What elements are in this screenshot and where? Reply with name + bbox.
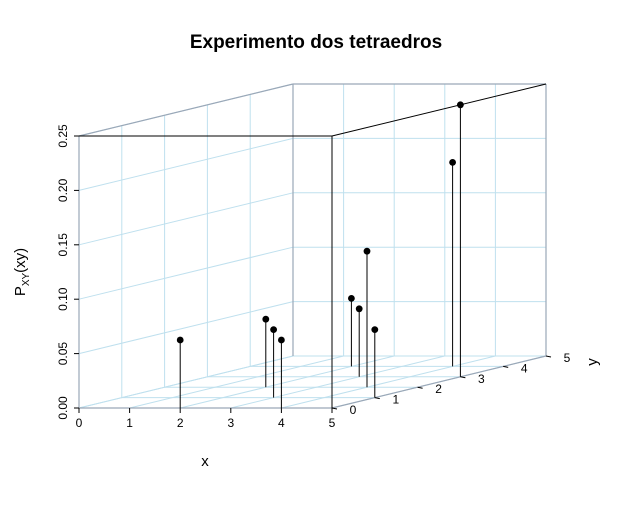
floor-grid-line xyxy=(230,355,445,409)
z-axis-label-rest: (xy) xyxy=(12,248,29,273)
x-tick-label: 5 xyxy=(329,416,336,430)
y-tick-label: 0 xyxy=(350,403,357,417)
z-axis-label-subscript: XY xyxy=(21,272,32,286)
y-tick-mark xyxy=(374,397,380,400)
y-tick-label: 3 xyxy=(478,372,485,386)
data-point xyxy=(270,326,277,333)
data-point xyxy=(348,295,355,302)
x-tick-label: 3 xyxy=(227,416,234,430)
y-tick-mark xyxy=(503,365,509,368)
y-tick-mark xyxy=(331,407,338,410)
floor-grid-line xyxy=(180,355,395,409)
data-point xyxy=(355,305,363,313)
left-wall-grid-line xyxy=(78,301,294,355)
x-tick-label: 2 xyxy=(177,416,184,430)
data-point xyxy=(278,336,285,344)
y-tick-mark xyxy=(417,386,423,389)
y-tick-label: 4 xyxy=(521,361,528,375)
z-tick-label: 0.00 xyxy=(56,396,70,420)
z-tick-label: 0.20 xyxy=(56,178,70,202)
y-tick-mark xyxy=(545,355,552,358)
data-point xyxy=(449,159,456,166)
z-axis-label: PXY(xy) xyxy=(12,248,32,296)
box-edge xyxy=(78,83,294,137)
data-point xyxy=(262,315,270,323)
data-stems xyxy=(179,104,461,408)
left-wall-grid-line xyxy=(78,355,294,409)
left-wall-grid-line xyxy=(78,192,294,246)
plot-box xyxy=(78,83,547,409)
floor-grid-line xyxy=(281,355,496,409)
data-point xyxy=(457,101,464,109)
floor-grid-line xyxy=(129,355,344,409)
z-axis-label-main: P xyxy=(12,286,29,296)
y-tick-mark xyxy=(460,376,466,379)
chart-title: Experimento dos tetraedros xyxy=(190,32,442,53)
y-tick-label: 5 xyxy=(564,351,571,365)
z-tick-label: 0.05 xyxy=(56,342,70,366)
y-axis-ticks: 0 1 2 3 4 5 xyxy=(331,351,571,417)
z-tick-label: 0.25 xyxy=(56,124,70,148)
x-tick-label: 4 xyxy=(278,416,285,430)
data-point xyxy=(176,336,184,344)
x-axis-label: x xyxy=(201,453,209,470)
y-axis-label: y xyxy=(584,358,601,366)
left-wall-grid-line xyxy=(78,246,294,300)
x-axis-ticks: 0 1 2 3 4 5 xyxy=(76,408,336,430)
box-front-edge xyxy=(331,83,547,137)
grid-lines xyxy=(78,83,547,409)
z-tick-label: 0.15 xyxy=(56,233,70,257)
z-tick-label: 0.10 xyxy=(56,287,70,311)
left-wall-grid-line xyxy=(78,137,294,191)
z-axis-ticks: 0.00 0.05 0.10 0.15 0.20 0.25 xyxy=(56,124,79,420)
x-tick-label: 0 xyxy=(76,416,83,430)
x-tick-label: 1 xyxy=(126,416,133,430)
y-tick-label: 1 xyxy=(392,393,399,407)
box-edge xyxy=(331,355,547,409)
y-tick-label: 2 xyxy=(435,382,442,396)
data-point xyxy=(371,326,379,333)
data-points xyxy=(176,101,464,344)
data-point xyxy=(363,247,371,255)
